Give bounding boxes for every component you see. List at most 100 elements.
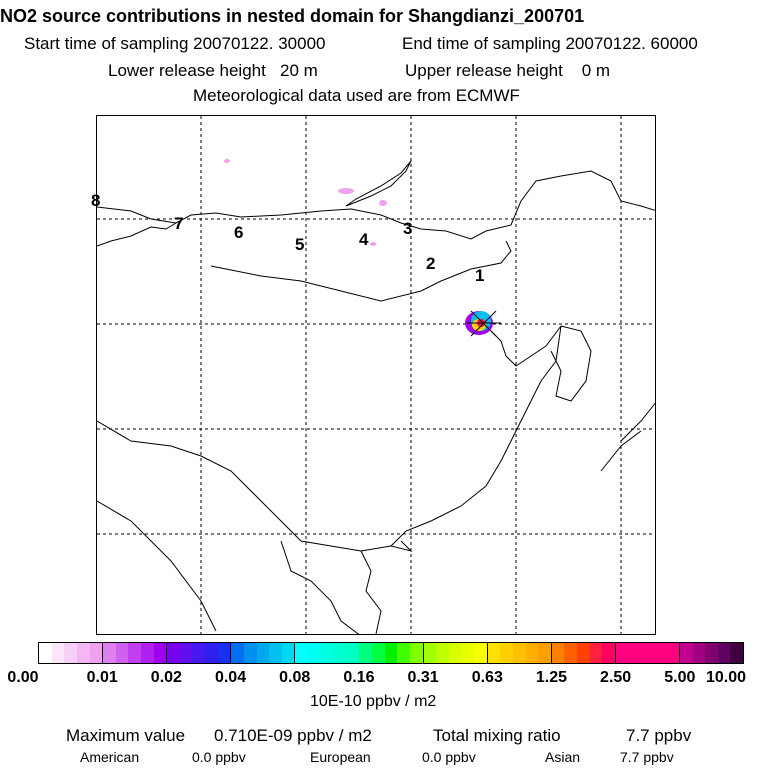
colorbar-swatch	[589, 643, 603, 663]
lower-height: Lower release height 20 m	[108, 61, 318, 80]
end-time: End time of sampling 20070122. 60000	[402, 34, 698, 53]
traj-label: 2	[426, 254, 436, 273]
colorbar-swatch	[653, 643, 667, 663]
plume-spot	[379, 200, 387, 206]
border-south	[97, 420, 392, 552]
colorbar-swatch	[76, 643, 90, 663]
colorbar-segment	[231, 643, 296, 663]
colorbar-swatch	[64, 643, 77, 663]
colorbar-swatch	[461, 643, 475, 663]
traj-label: 4	[359, 230, 369, 249]
map-svg	[97, 116, 655, 634]
colorbar-swatch	[564, 643, 577, 663]
colorbar-swatch	[243, 643, 257, 663]
colorbar-segment	[615, 643, 680, 663]
colorbar-swatch	[705, 643, 718, 663]
chart-title: NO2 source contributions in nested domai…	[0, 6, 585, 26]
colorbar-swatch	[51, 643, 65, 663]
asian-label: Asian	[545, 749, 581, 765]
asian-value: 7.7 ppbv	[620, 749, 674, 765]
colorbar-swatch	[333, 643, 346, 663]
colorbar	[38, 642, 744, 664]
start-time: Start time of sampling 20070122. 30000	[24, 34, 326, 53]
american-label: American	[80, 749, 140, 765]
coast-china	[390, 325, 562, 552]
colorbar-swatch	[717, 643, 731, 663]
colorbar-swatch	[128, 643, 141, 663]
colorbar-swatch	[436, 643, 449, 663]
colorbar-segment	[167, 643, 232, 663]
colorbar-swatch	[692, 643, 706, 663]
colorbar-segment	[103, 643, 168, 663]
colorbar-swatch	[577, 643, 590, 663]
colorbar-swatch	[179, 643, 193, 663]
colorbar-tick: 0.08	[279, 669, 311, 686]
colorbar-tick: 5.00	[664, 669, 696, 686]
colorbar-tick: 0.00	[7, 669, 39, 686]
colorbar-segment	[39, 643, 104, 663]
plume	[224, 159, 501, 337]
total-label: Total mixing ratio	[433, 726, 561, 745]
colorbar-tick: 1.25	[535, 669, 568, 686]
border-west	[97, 222, 177, 247]
colorbar-swatch	[666, 643, 679, 663]
japan	[600, 402, 655, 472]
colorbar-swatch	[281, 643, 295, 663]
border-mongolia	[210, 240, 512, 302]
colorbar-tick: 0.31	[407, 669, 439, 686]
colorbar-swatch	[345, 643, 359, 663]
colorbar-swatch	[409, 643, 423, 663]
colorbar-swatch	[205, 643, 218, 663]
traj-label: 3	[403, 219, 413, 238]
colorbar-segment	[679, 643, 744, 663]
traj-label: 8	[91, 191, 101, 210]
plume-spot	[370, 242, 376, 246]
colorbar-swatch	[320, 643, 334, 663]
colorbar-tick: 0.16	[343, 669, 375, 686]
upper-height: Upper release height 0 m	[405, 61, 611, 80]
colorbar-swatch	[192, 643, 206, 663]
colorbar-swatch	[487, 643, 501, 663]
colorbar-swatch	[551, 643, 565, 663]
colorbar-tick: 0.02	[150, 669, 182, 686]
traj-label: 1	[475, 266, 485, 285]
met-data: Meteorological data used are from ECMWF	[193, 86, 520, 105]
colorbar-swatch	[308, 643, 321, 663]
colorbar-segment	[359, 643, 424, 663]
colorbar-swatch	[525, 643, 539, 663]
colorbar-swatch	[500, 643, 513, 663]
colorbar-swatch	[474, 643, 487, 663]
colorbar-swatch	[140, 643, 154, 663]
max-label: Maximum value	[66, 726, 186, 745]
colorbar-tick: 0.04	[214, 669, 247, 686]
border-north	[97, 170, 655, 240]
european-label: European	[310, 749, 371, 765]
site-marker	[467, 310, 501, 337]
colorbar-tick: 0.01	[86, 669, 118, 686]
traj-label: 5	[295, 235, 305, 254]
plume-spot	[224, 159, 230, 163]
colorbar-swatch	[39, 643, 52, 663]
colorbar-segment	[487, 643, 552, 663]
colorbar-swatch	[359, 643, 373, 663]
colorbar-swatch	[538, 643, 551, 663]
colorbar-swatch	[256, 643, 270, 663]
colorbar-segment	[423, 643, 488, 663]
korea	[550, 325, 592, 402]
colorbar-swatch	[217, 643, 231, 663]
colorbar-swatch	[89, 643, 103, 663]
colorbar-unit: 10E-10 ppbv / m2	[310, 693, 437, 710]
colorbar-swatch	[512, 643, 526, 663]
colorbar-segment	[551, 643, 616, 663]
colorbar-swatch	[641, 643, 654, 663]
colorbar-swatch	[397, 643, 410, 663]
colorbar-swatch	[295, 643, 308, 663]
colorbar-swatch	[115, 643, 129, 663]
american-value: 0.0 ppbv	[192, 749, 246, 765]
colorbar-swatch	[103, 643, 116, 663]
colorbar-swatch	[615, 643, 629, 663]
traj-label: 7	[174, 214, 184, 233]
colorbar-swatch	[269, 643, 282, 663]
map-panel: 1 2 3 4 5 6 7 8	[91, 115, 656, 635]
colorbar-swatch	[167, 643, 180, 663]
